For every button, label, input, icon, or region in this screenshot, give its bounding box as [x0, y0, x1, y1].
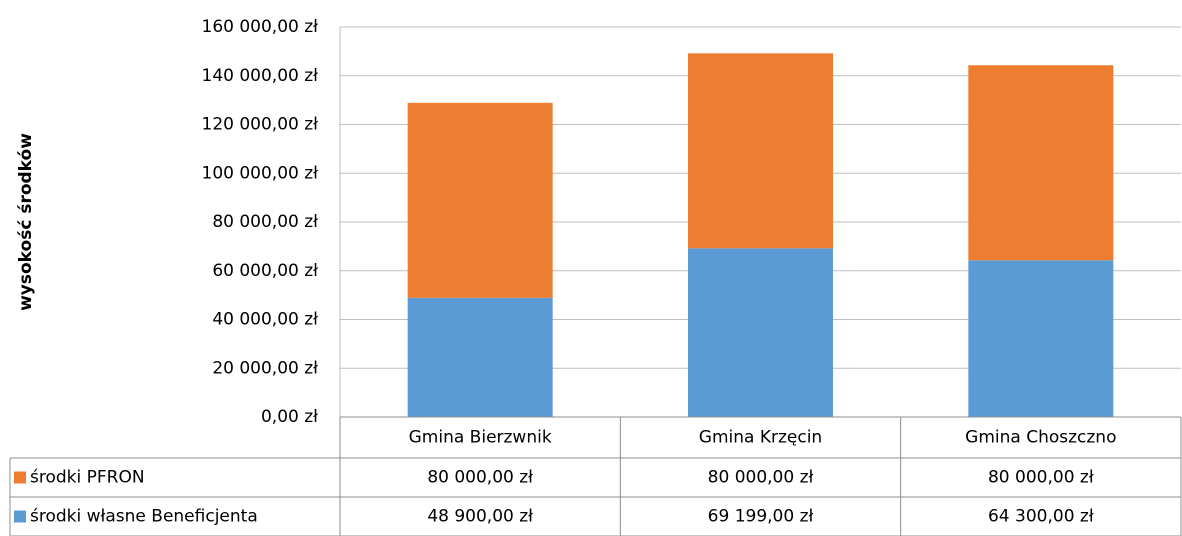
y-tick-label: 80 000,00 zł: [212, 212, 318, 232]
y-tick-label: 60 000,00 zł: [212, 261, 318, 281]
bar-segment: [688, 53, 833, 249]
y-tick-label: 160 000,00 zł: [202, 17, 319, 37]
y-tick-label: 0,00 zł: [261, 407, 318, 427]
y-tick-label: 40 000,00 zł: [212, 310, 318, 330]
bar-segment: [688, 248, 833, 417]
legend-swatch: [14, 510, 26, 523]
bar-segment: [407, 297, 553, 417]
x-tick-label: Gmina Choszczno: [965, 428, 1116, 448]
table-value: 64 300,00 zł: [988, 507, 1094, 527]
table-value: 48 900,00 zł: [427, 507, 533, 527]
table-value: 80 000,00 zł: [708, 468, 814, 488]
bar-segment: [968, 65, 1114, 261]
y-tick-label: 100 000,00 zł: [202, 163, 319, 183]
table-value: 80 000,00 zł: [427, 468, 533, 488]
y-tick-label: 20 000,00 zł: [212, 358, 318, 378]
table-value: 80 000,00 zł: [988, 468, 1094, 488]
y-tick-label: 120 000,00 zł: [202, 115, 319, 135]
legend-label: środki PFRON: [30, 468, 145, 488]
y-axis-label: wysokość środków: [16, 133, 36, 311]
legend-swatch: [14, 471, 26, 484]
legend-label: środki własne Beneficjenta: [30, 507, 258, 527]
bar-segment: [968, 260, 1114, 417]
y-tick-label: 140 000,00 zł: [202, 66, 319, 86]
table-value: 69 199,00 zł: [708, 507, 814, 527]
x-tick-label: Gmina Bierzwnik: [409, 428, 552, 448]
bar-segment: [407, 102, 553, 298]
x-tick-label: Gmina Krzęcin: [699, 428, 822, 448]
